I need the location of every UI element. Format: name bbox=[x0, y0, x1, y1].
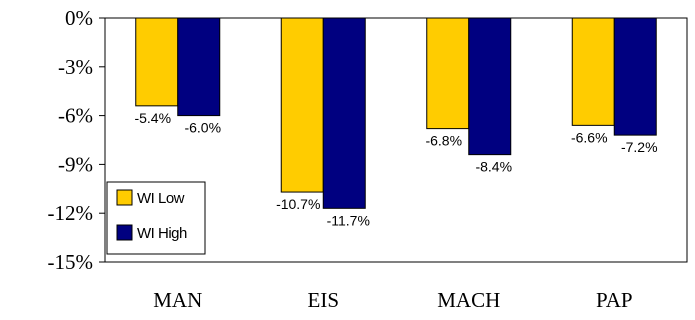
bar-wi-high-mach bbox=[468, 17, 512, 156]
bar-wi-high-pap bbox=[613, 17, 657, 136]
x-tick-label: PAP bbox=[596, 288, 633, 312]
data-label: -5.4% bbox=[134, 110, 171, 126]
legend-label: WI Low bbox=[137, 190, 185, 207]
data-label: -6.0% bbox=[184, 120, 221, 136]
legend-swatch bbox=[116, 224, 133, 241]
legend-swatch bbox=[116, 189, 133, 206]
y-tick-label: -3% bbox=[58, 55, 93, 79]
bar-wi-high-eis bbox=[322, 17, 366, 209]
data-label: -6.8% bbox=[425, 133, 462, 149]
bar-wi-low-man bbox=[135, 17, 179, 107]
plot-area-frame bbox=[104, 17, 688, 263]
y-tick-label: 0% bbox=[65, 6, 93, 30]
bar-wi-low-pap bbox=[571, 17, 615, 126]
x-tick-label: MACH bbox=[437, 288, 500, 312]
data-label: -6.6% bbox=[571, 129, 608, 145]
x-axis: MAN EIS MACH PAP bbox=[153, 288, 632, 312]
legend: WI Low WI High bbox=[106, 181, 206, 255]
y-tick-label: -6% bbox=[58, 104, 93, 128]
plot-border bbox=[104, 17, 688, 263]
y-axis: 0% -3% -6% -9% -12% -15% bbox=[48, 6, 105, 274]
y-tick-label: -12% bbox=[48, 201, 94, 225]
bar-wi-low-eis bbox=[280, 17, 324, 193]
data-label: -8.4% bbox=[475, 159, 512, 175]
data-label: -7.2% bbox=[621, 139, 658, 155]
x-tick-label: MAN bbox=[153, 288, 202, 312]
data-label: -11.7% bbox=[327, 212, 370, 228]
bars bbox=[135, 17, 657, 209]
y-tick-label: -9% bbox=[58, 152, 93, 176]
bar-wi-low-mach bbox=[426, 17, 470, 130]
legend-box bbox=[106, 181, 206, 255]
data-labels: -5.4% -10.7% -6.8% -6.6% -6.0% -11.7% -8.4% -7.… bbox=[134, 110, 657, 228]
data-label: -10.7% bbox=[276, 196, 320, 212]
x-tick-label: EIS bbox=[308, 288, 340, 312]
legend-label: WI High bbox=[137, 225, 187, 242]
y-tick-label: -15% bbox=[48, 250, 94, 274]
bar-wi-high-man bbox=[177, 17, 221, 117]
